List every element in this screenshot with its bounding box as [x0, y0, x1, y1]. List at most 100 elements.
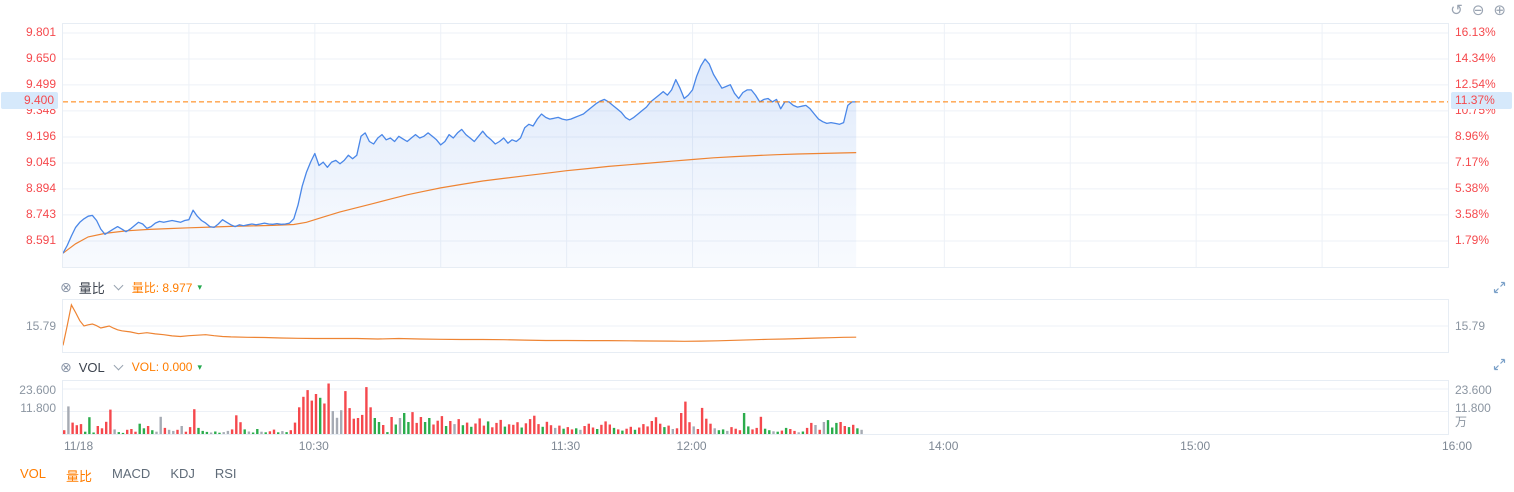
time-label: 11:30	[551, 439, 581, 453]
volume-bar	[478, 418, 481, 434]
volume-bar	[214, 431, 217, 434]
zoom-in-icon[interactable]: ⊕	[1493, 2, 1506, 19]
close-vol-indicator-icon[interactable]: ⊗	[60, 358, 72, 375]
tab-vol[interactable]: VOL	[20, 466, 47, 481]
volume-bar	[146, 426, 150, 434]
price-axis-label: 9.045	[25, 154, 56, 169]
vol-axis-top-right: 23.600	[1455, 383, 1492, 397]
volume-bar	[625, 428, 628, 434]
volume-bar	[747, 426, 750, 434]
volume-bar	[583, 426, 586, 434]
down-triangle-icon: ▾	[197, 281, 202, 292]
volume-bar	[382, 425, 385, 434]
volume-bar	[155, 431, 158, 434]
volume-bar	[163, 427, 167, 434]
volume-bar	[63, 430, 66, 434]
volume-bar	[209, 432, 213, 434]
volume-bar	[545, 421, 549, 434]
volume-bar	[314, 394, 318, 434]
volume-bar	[801, 431, 805, 434]
reset-zoom-icon[interactable]: ↺	[1450, 2, 1463, 19]
volume-bar	[117, 432, 120, 434]
volume-bar	[612, 427, 616, 434]
price-chart-pane[interactable]	[62, 23, 1449, 268]
volume-bar	[776, 431, 779, 434]
price-axis-label: 8.894	[25, 180, 56, 195]
volume-bar	[713, 428, 716, 434]
volume-bar	[184, 431, 188, 434]
ratio-indicator-name[interactable]: 量比	[78, 280, 105, 296]
volume-bar	[453, 424, 456, 434]
volume-bar	[516, 422, 519, 434]
volume-bar	[709, 423, 712, 434]
volume-bar	[491, 427, 494, 434]
volume-bar	[495, 422, 498, 434]
volume-bar	[575, 428, 578, 434]
volume-bar	[784, 427, 788, 434]
volume-bar	[810, 422, 813, 434]
volume-bar	[663, 427, 666, 434]
volume-bar	[726, 430, 729, 434]
volume-bar	[822, 422, 826, 434]
volume-chart-pane[interactable]	[62, 380, 1449, 435]
volume-bar	[818, 429, 821, 434]
volume-bar	[486, 421, 490, 434]
vol-indicator-name[interactable]: VOL	[78, 359, 105, 375]
volume-bar	[797, 432, 800, 434]
volume-bar	[680, 413, 683, 434]
volume-bar	[247, 431, 251, 434]
volume-bar	[356, 418, 360, 434]
tab-rsi[interactable]: RSI	[214, 466, 237, 481]
volume-bar	[738, 430, 742, 434]
volume-bar	[537, 424, 540, 434]
zoom-out-icon[interactable]: ⊖	[1471, 2, 1485, 19]
volume-bar	[629, 426, 632, 434]
volume-bar	[524, 423, 528, 434]
volume-bar	[92, 432, 95, 434]
volume-bar	[503, 426, 507, 434]
volume-bar	[642, 424, 645, 434]
ratio-axis-label-left: 15.79	[25, 319, 56, 333]
volume-bar	[167, 429, 171, 434]
volume-bar	[730, 427, 733, 434]
down-triangle-icon: ▾	[197, 361, 202, 372]
chevron-down-icon[interactable]	[113, 280, 124, 290]
volume-bar	[306, 390, 309, 434]
close-ratio-indicator-icon[interactable]: ⊗	[60, 278, 72, 295]
volume-bar	[617, 429, 620, 434]
volume-bar	[193, 409, 196, 434]
volume-bar	[633, 429, 637, 434]
volume-bar	[293, 422, 297, 434]
volume-bar	[604, 421, 607, 434]
expand-ratio-pane-icon[interactable]	[1493, 281, 1506, 299]
ratio-axis-label-right: 15.79	[1455, 319, 1486, 333]
expand-vol-pane-icon[interactable]	[1493, 358, 1506, 376]
pct-axis-label: 5.38%	[1455, 180, 1490, 195]
ratio-line	[63, 303, 857, 346]
volume-bar	[331, 411, 334, 434]
price-axis-label: 8.591	[25, 233, 56, 247]
volume-bar	[562, 428, 565, 434]
volume-bar	[285, 432, 288, 434]
volume-bar	[268, 431, 272, 434]
volume-bar	[419, 417, 423, 434]
tab-kdj[interactable]: KDJ	[170, 466, 195, 481]
pct-axis-label: 16.13%	[1455, 25, 1496, 39]
pct-axis-label: 14.34%	[1455, 50, 1496, 65]
volume-bar	[470, 426, 473, 434]
volume-bar	[373, 418, 376, 434]
volume-bar	[260, 431, 263, 434]
current-pct-badge: 11.37%	[1451, 92, 1512, 109]
price-area-fill	[63, 59, 857, 267]
ratio-chart-pane[interactable]	[62, 299, 1449, 353]
volume-bar	[361, 414, 364, 434]
volume-bar	[423, 422, 427, 434]
vol-unit-label: 万	[1455, 415, 1468, 429]
volume-bar	[151, 430, 154, 434]
volume-bar	[298, 407, 301, 434]
tab-macd[interactable]: MACD	[112, 466, 151, 481]
tab-liangbi[interactable]: 量比	[66, 469, 93, 484]
volume-bar	[398, 418, 402, 434]
chevron-down-icon[interactable]	[113, 360, 124, 370]
